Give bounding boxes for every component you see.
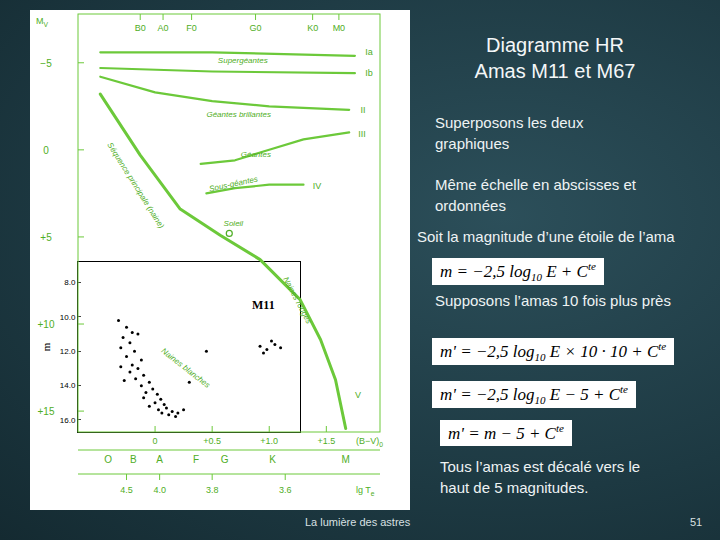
svg-text:10.0: 10.0 <box>60 313 76 322</box>
html-text:La lumière des astres: La lumière des astres <box>305 516 411 528</box>
svg-text:B: B <box>130 454 137 465</box>
html-text:Amas M11 et M67: Amas M11 et M67 <box>474 60 636 82</box>
svg-text:Supergéantes: Supergéantes <box>218 56 268 65</box>
svg-text:4.5: 4.5 <box>120 485 133 495</box>
svg-text:+10: +10 <box>38 319 55 330</box>
svg-text:Séquence principale (naine): Séquence principale (naine) <box>105 141 166 231</box>
html-text:Diagramme HR: Diagramme HR <box>486 34 624 56</box>
svg-text:12.0: 12.0 <box>60 347 76 356</box>
svg-text:4.0: 4.0 <box>153 485 166 495</box>
svg-text:m: m <box>40 342 52 351</box>
html-text:ordonnées: ordonnées <box>435 197 506 214</box>
svg-text:A: A <box>156 454 163 465</box>
svg-text:III: III <box>358 129 366 139</box>
svg-text:F: F <box>193 454 199 465</box>
svg-text:+0.5: +0.5 <box>203 436 221 446</box>
svg-text:+5: +5 <box>40 232 52 243</box>
svg-text:16.0: 16.0 <box>60 416 76 425</box>
html-text:haut de 5 magnitudes.: haut de 5 magnitudes. <box>440 479 589 496</box>
svg-text:MV: MV <box>36 16 49 28</box>
svg-text:Naines blanches: Naines blanches <box>160 346 212 390</box>
svg-text:M: M <box>342 454 350 465</box>
svg-text:lg Te: lg Te <box>356 485 375 497</box>
svg-text:O: O <box>104 454 112 465</box>
html-text:51: 51 <box>690 516 703 528</box>
html-text:Soit la magnitude d’une étoile: Soit la magnitude d’une étoile de l’ama <box>417 228 675 245</box>
svg-text:Sous-géantes: Sous-géantes <box>208 175 258 194</box>
svg-text:(B−V)0: (B−V)0 <box>356 436 383 448</box>
html-text:Tous l’amas est décalé vers le: Tous l’amas est décalé vers le <box>440 458 641 475</box>
html-text:Même échelle en abscisses et: Même échelle en abscisses et <box>435 176 636 193</box>
svg-text:II: II <box>361 105 366 115</box>
svg-text:IV: IV <box>313 181 322 191</box>
svg-text:Ia: Ia <box>365 47 373 57</box>
svg-text:Géantes brillantes: Géantes brillantes <box>206 110 270 119</box>
svg-text:A0: A0 <box>158 23 169 33</box>
svg-text:Géantes: Géantes <box>241 150 271 159</box>
html-text:m' = m − 5 + Cte: m' = m − 5 + Cte <box>448 422 564 443</box>
html-text:m' = −2,5 log10E − 5 + Cte: m' = −2,5 log10E − 5 + Cte <box>440 383 628 406</box>
svg-text:+1.0: +1.0 <box>260 436 278 446</box>
html-text:Supposons l’amas 10 fois plus: Supposons l’amas 10 fois plus près <box>435 292 671 309</box>
svg-text:0: 0 <box>153 436 158 446</box>
svg-text:−5: −5 <box>40 58 52 69</box>
svg-text:Soleil: Soleil <box>224 219 244 228</box>
svg-text:Naines rouges: Naines rouges <box>281 275 313 325</box>
svg-text:G: G <box>221 454 229 465</box>
html-text:m = −2,5 log10E + Cte: m = −2,5 log10E + Cte <box>440 260 596 283</box>
html-text:graphiques: graphiques <box>435 135 510 152</box>
svg-text:Ib: Ib <box>365 68 373 78</box>
svg-text:+1.5: +1.5 <box>317 436 335 446</box>
html-text:Superposons les deux: Superposons les deux <box>435 114 584 131</box>
html-text:m' = −2,5 log10E × 10 · 10 + C: m' = −2,5 log10E × 10 · 10 + Cte <box>440 340 667 363</box>
svg-text:8.0: 8.0 <box>64 278 76 287</box>
svg-text:3.8: 3.8 <box>206 485 219 495</box>
svg-text:V: V <box>355 390 361 400</box>
svg-text:G0: G0 <box>250 23 262 33</box>
svg-text:F0: F0 <box>186 23 197 33</box>
svg-text:M11: M11 <box>252 298 275 312</box>
svg-text:14.0: 14.0 <box>60 381 76 390</box>
svg-text:3.6: 3.6 <box>279 485 292 495</box>
svg-text:M0: M0 <box>333 23 346 33</box>
svg-text:B0: B0 <box>135 23 146 33</box>
svg-text:K0: K0 <box>307 23 318 33</box>
svg-text:0: 0 <box>43 145 49 156</box>
svg-text:K: K <box>269 454 276 465</box>
svg-text:+15: +15 <box>38 406 55 417</box>
